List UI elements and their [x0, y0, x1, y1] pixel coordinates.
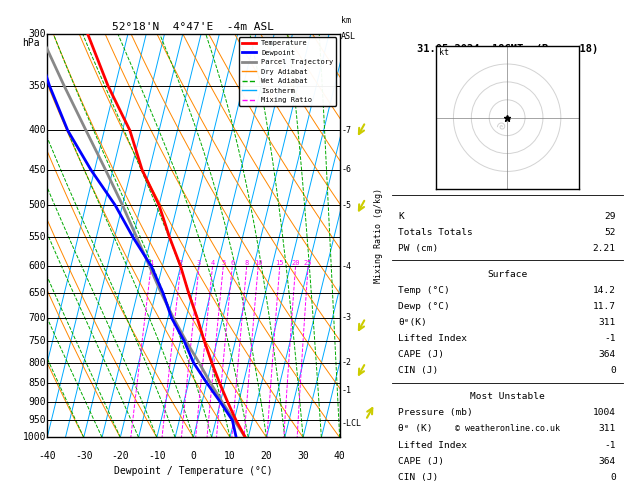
- Text: 11.7: 11.7: [593, 302, 616, 311]
- Text: 30: 30: [298, 451, 309, 461]
- Text: -6: -6: [341, 165, 351, 174]
- Text: 364: 364: [599, 350, 616, 359]
- Text: 0: 0: [610, 473, 616, 482]
- Text: CIN (J): CIN (J): [399, 473, 439, 482]
- Text: -40: -40: [38, 451, 56, 461]
- Text: -30: -30: [75, 451, 92, 461]
- Text: Temp (°C): Temp (°C): [399, 286, 450, 295]
- Text: 1004: 1004: [593, 408, 616, 417]
- Text: 900: 900: [28, 397, 46, 407]
- Text: 2.21: 2.21: [593, 244, 616, 253]
- Text: 311: 311: [599, 318, 616, 327]
- Text: 650: 650: [28, 288, 46, 298]
- Text: PW (cm): PW (cm): [399, 244, 439, 253]
- Text: -10: -10: [148, 451, 165, 461]
- Text: 600: 600: [28, 261, 46, 271]
- Legend: Temperature, Dewpoint, Parcel Trajectory, Dry Adiabat, Wet Adiabat, Isotherm, Mi: Temperature, Dewpoint, Parcel Trajectory…: [239, 37, 336, 106]
- Text: Most Unstable: Most Unstable: [470, 392, 545, 401]
- Text: -1: -1: [341, 386, 351, 395]
- Text: 311: 311: [599, 424, 616, 434]
- Text: 300: 300: [28, 29, 46, 39]
- Text: 800: 800: [28, 358, 46, 367]
- Text: K: K: [399, 211, 404, 221]
- Text: -3: -3: [341, 313, 351, 322]
- Text: km: km: [341, 16, 351, 25]
- Text: -7: -7: [341, 126, 351, 135]
- Text: 750: 750: [28, 336, 46, 346]
- Text: © weatheronline.co.uk: © weatheronline.co.uk: [455, 424, 560, 433]
- Text: 25: 25: [304, 260, 313, 266]
- Text: ASL: ASL: [341, 32, 356, 41]
- Text: θᵉ (K): θᵉ (K): [399, 424, 433, 434]
- Text: Pressure (mb): Pressure (mb): [399, 408, 473, 417]
- Text: -1: -1: [604, 334, 616, 343]
- Text: 450: 450: [28, 165, 46, 175]
- Text: Surface: Surface: [487, 270, 527, 278]
- Text: Lifted Index: Lifted Index: [399, 441, 467, 450]
- Text: -20: -20: [111, 451, 129, 461]
- Text: CAPE (J): CAPE (J): [399, 457, 445, 466]
- X-axis label: Dewpoint / Temperature (°C): Dewpoint / Temperature (°C): [114, 466, 273, 476]
- Text: 6: 6: [230, 260, 235, 266]
- Text: Totals Totals: Totals Totals: [399, 227, 473, 237]
- Text: 950: 950: [28, 415, 46, 425]
- Text: 1: 1: [149, 260, 153, 266]
- Text: 14.2: 14.2: [593, 286, 616, 295]
- Text: θᵉ(K): θᵉ(K): [399, 318, 427, 327]
- Text: -1: -1: [604, 441, 616, 450]
- Text: 52: 52: [604, 227, 616, 237]
- Text: 15: 15: [276, 260, 284, 266]
- Text: 1000: 1000: [23, 433, 46, 442]
- Text: 550: 550: [28, 232, 46, 242]
- Text: 10: 10: [224, 451, 236, 461]
- Text: 20: 20: [291, 260, 300, 266]
- Text: -2: -2: [341, 358, 351, 367]
- Text: 8: 8: [245, 260, 249, 266]
- Text: 29: 29: [604, 211, 616, 221]
- Text: 700: 700: [28, 313, 46, 323]
- Text: -5: -5: [341, 201, 351, 209]
- Text: 364: 364: [599, 457, 616, 466]
- Text: Mixing Ratio (g/kg): Mixing Ratio (g/kg): [374, 188, 383, 283]
- Text: 5: 5: [221, 260, 225, 266]
- Text: 350: 350: [28, 81, 46, 91]
- Text: 0: 0: [610, 366, 616, 375]
- Text: 0: 0: [191, 451, 196, 461]
- Text: 400: 400: [28, 125, 46, 136]
- Text: 20: 20: [260, 451, 272, 461]
- Text: -4: -4: [341, 262, 351, 271]
- Text: Dewp (°C): Dewp (°C): [399, 302, 450, 311]
- Text: 500: 500: [28, 200, 46, 210]
- Text: 31.05.2024  18GMT  (Base: 18): 31.05.2024 18GMT (Base: 18): [416, 44, 598, 54]
- Text: CIN (J): CIN (J): [399, 366, 439, 375]
- Text: 2: 2: [179, 260, 183, 266]
- Text: -LCL: -LCL: [341, 419, 361, 428]
- Text: 850: 850: [28, 378, 46, 388]
- Text: hPa: hPa: [22, 38, 40, 48]
- Text: CAPE (J): CAPE (J): [399, 350, 445, 359]
- Text: Lifted Index: Lifted Index: [399, 334, 467, 343]
- Text: 4: 4: [211, 260, 214, 266]
- Text: 40: 40: [334, 451, 345, 461]
- Text: 3: 3: [197, 260, 201, 266]
- Title: 52°18'N  4°47'E  -4m ASL: 52°18'N 4°47'E -4m ASL: [113, 22, 274, 32]
- Text: 10: 10: [254, 260, 262, 266]
